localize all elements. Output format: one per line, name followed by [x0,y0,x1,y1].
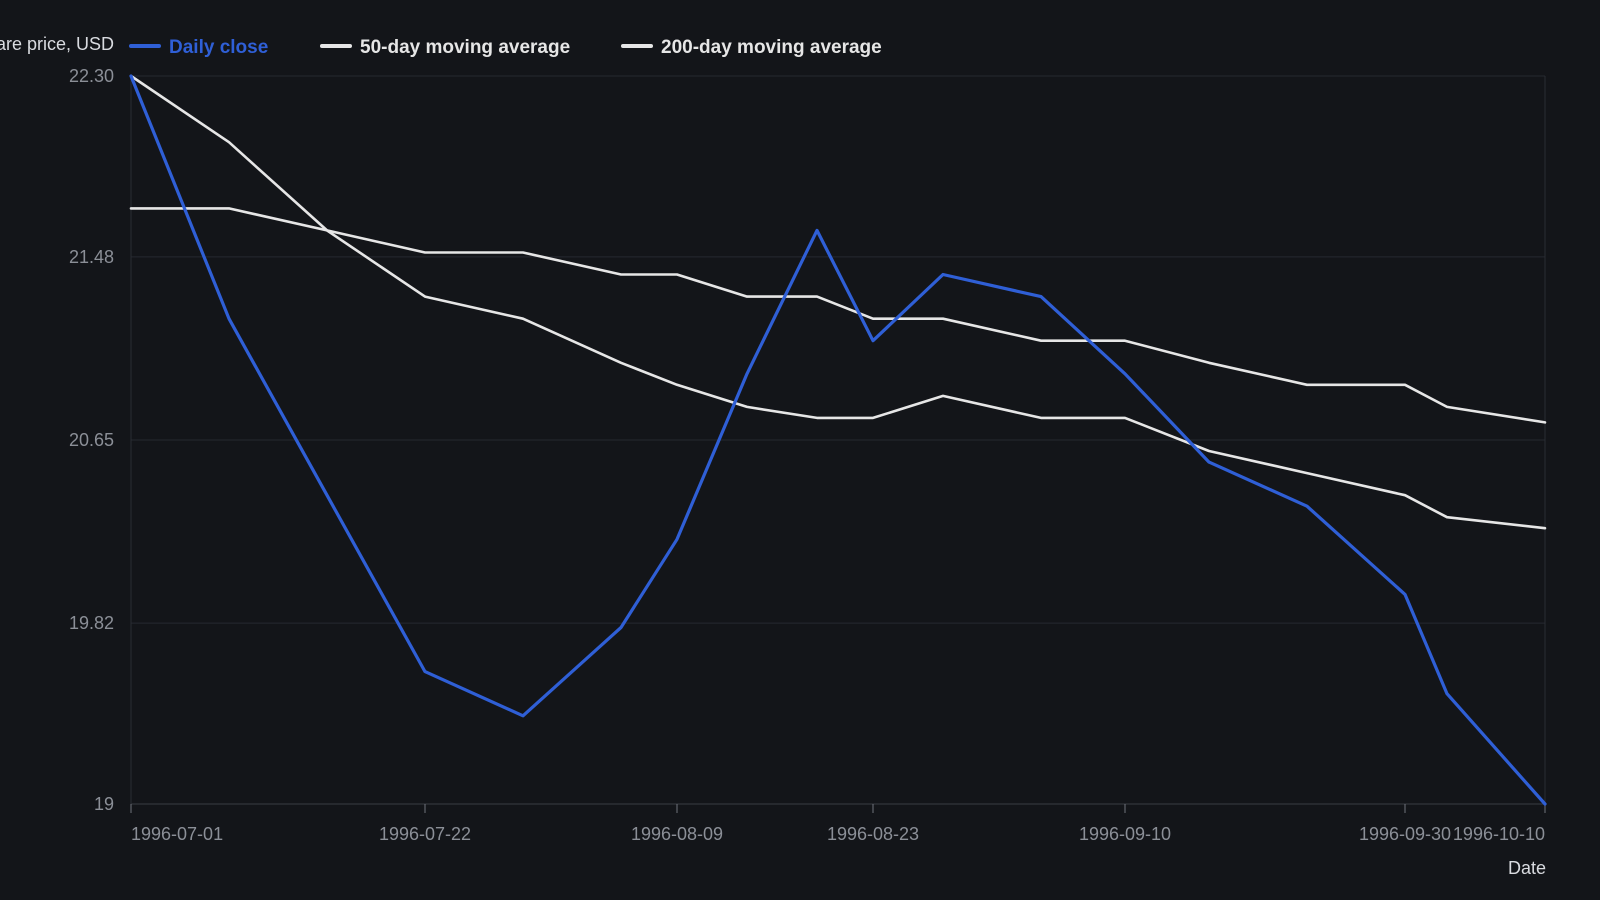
series [129,74,1547,806]
y-tick-label: 20.65 [69,430,114,450]
legend-label: 50-day moving average [360,37,570,58]
x-tick-label: 1996-07-01 [131,824,223,844]
legend: Share price, USD Daily close 50-day movin… [0,34,882,58]
x-tick-label: 1996-08-09 [631,824,723,844]
y-tick-label: 21.48 [69,247,114,267]
x-tick-label: 1996-09-10 [1079,824,1171,844]
x-axis-title: Date [1508,858,1546,878]
y-axis-title: Share price, USD [0,34,114,54]
axes: 22.30 21.48 20.65 19.82 19 1996-07-01 1996-07-… [69,66,1546,844]
x-tick-label: 1996-08-23 [827,824,919,844]
series-line-2 [129,207,1547,424]
grid [131,75,1545,805]
legend-label: Daily close [169,37,268,58]
x-tick-label: 1996-10-10 [1453,824,1545,844]
series-line-0 [129,74,1547,806]
y-tick-label: 22.30 [69,66,114,86]
legend-label: 200-day moving average [661,37,882,58]
x-tick-label: 1996-07-22 [379,824,471,844]
x-tick-label: 1996-09-30 [1359,824,1451,844]
series-line-1 [129,74,1547,530]
y-tick-label: 19.82 [69,613,114,633]
y-tick-label: 19 [94,794,114,814]
